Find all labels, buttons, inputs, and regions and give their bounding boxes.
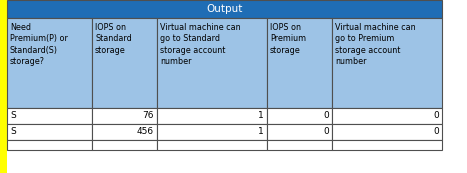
Bar bbox=[332, 108, 442, 124]
Bar bbox=[332, 140, 442, 150]
Bar bbox=[267, 124, 332, 140]
Text: 1: 1 bbox=[258, 112, 264, 121]
Text: 76: 76 bbox=[142, 112, 154, 121]
Text: S: S bbox=[10, 112, 16, 121]
Text: Virtual machine can
go to Standard
storage account
number: Virtual machine can go to Standard stora… bbox=[160, 23, 241, 66]
Bar bbox=[332, 18, 442, 108]
Text: 1: 1 bbox=[258, 128, 264, 136]
Bar bbox=[92, 124, 157, 140]
Text: 0: 0 bbox=[323, 112, 329, 121]
Text: 0: 0 bbox=[323, 128, 329, 136]
Bar bbox=[0, 0, 7, 173]
Bar bbox=[332, 124, 442, 140]
Text: 0: 0 bbox=[433, 112, 439, 121]
Text: Virtual machine can
go to Premium
storage account
number: Virtual machine can go to Premium storag… bbox=[335, 23, 416, 66]
Bar bbox=[267, 108, 332, 124]
Bar bbox=[92, 108, 157, 124]
Bar bbox=[157, 124, 267, 140]
Text: S: S bbox=[10, 128, 16, 136]
Bar bbox=[157, 18, 267, 108]
Bar bbox=[157, 140, 267, 150]
Bar bbox=[92, 18, 157, 108]
Bar bbox=[267, 18, 332, 108]
Bar bbox=[7, 140, 92, 150]
Text: IOPS on
Standard
storage: IOPS on Standard storage bbox=[95, 23, 132, 55]
Text: 456: 456 bbox=[137, 128, 154, 136]
Text: Need
Premium(P) or
Standard(S)
storage?: Need Premium(P) or Standard(S) storage? bbox=[10, 23, 68, 66]
Bar bbox=[267, 140, 332, 150]
Bar bbox=[7, 124, 92, 140]
Bar bbox=[7, 108, 92, 124]
Text: Output: Output bbox=[206, 4, 243, 14]
Text: IOPS on
Premium
storage: IOPS on Premium storage bbox=[270, 23, 306, 55]
Bar bbox=[92, 140, 157, 150]
Text: 0: 0 bbox=[433, 128, 439, 136]
Bar bbox=[7, 0, 442, 18]
Bar bbox=[157, 108, 267, 124]
Bar bbox=[7, 18, 92, 108]
